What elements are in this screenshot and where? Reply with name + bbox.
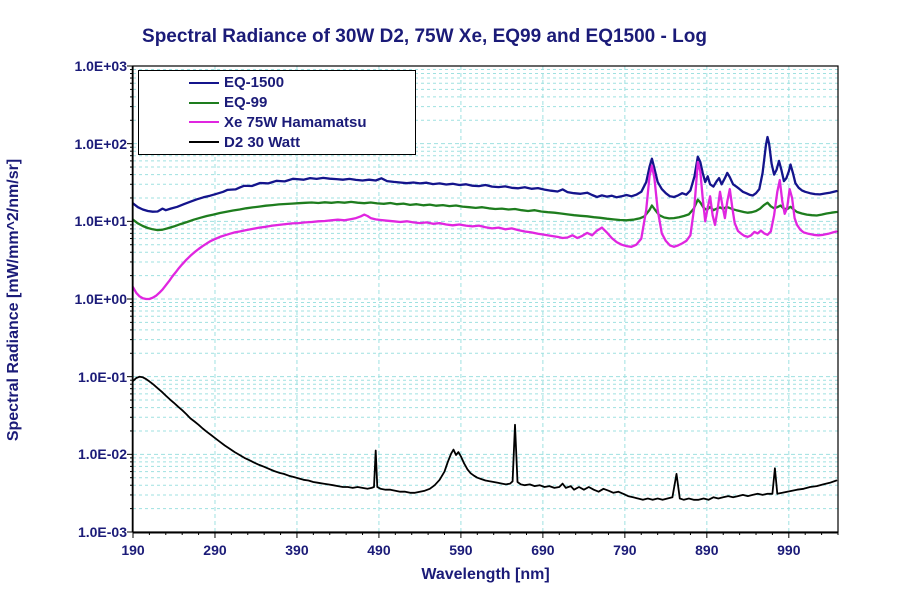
x-tick-label: 390 <box>285 542 309 558</box>
y-tick-label: 1.0E-02 <box>77 446 127 463</box>
legend-line-swatch <box>189 141 219 144</box>
chart-title: Spectral Radiance of 30W D2, 75W Xe, EQ9… <box>142 26 707 47</box>
x-axis-title: Wavelength [nm] <box>421 566 550 583</box>
y-tick-label: 1.0E+02 <box>74 135 127 152</box>
x-tick-label: 890 <box>695 542 719 558</box>
legend-label: Xe 75W Hamamatsu <box>224 113 367 131</box>
legend-item-eq-99: EQ-99 <box>139 94 415 112</box>
y-tick-label: 1.0E+01 <box>74 213 127 230</box>
legend-label: D2 30 Watt <box>224 133 301 151</box>
x-tick-label: 990 <box>777 542 801 558</box>
series-line-eq-1500 <box>133 135 838 213</box>
legend-line-swatch <box>189 101 219 104</box>
x-tick-label: 190 <box>121 542 145 558</box>
legend-label: EQ-1500 <box>224 74 285 92</box>
x-tick-label: 690 <box>531 542 555 558</box>
y-tick-label: 1.0E+00 <box>74 291 127 307</box>
legend-item-eq-1500: EQ-1500 <box>139 74 415 92</box>
legend-item-xe-75w-hamamatsu: Xe 75W Hamamatsu <box>139 114 415 132</box>
y-tick-label: 1.0E-03 <box>77 524 127 540</box>
series-line-xe-75w-hamamatsu <box>133 160 838 301</box>
y-tick-label: 1.0E+03 <box>74 58 127 74</box>
legend-line-swatch <box>189 121 219 124</box>
x-tick-label: 790 <box>613 542 637 558</box>
gridlines <box>133 66 838 532</box>
series-line-eq-99 <box>133 198 838 232</box>
series-line-d2-30-watt <box>133 375 838 501</box>
x-tick-label: 490 <box>367 542 391 558</box>
x-tick-label: 290 <box>203 542 227 558</box>
legend-item-d2-30-watt: D2 30 Watt <box>139 133 415 151</box>
y-axis-title: Spectral Radiance [mW/mm^2/nm/sr] <box>5 158 22 442</box>
axes <box>127 65 839 538</box>
legend-line-swatch <box>189 81 219 84</box>
legend-label: EQ-99 <box>224 94 268 112</box>
y-tick-label: 1.0E-01 <box>77 368 127 385</box>
legend: EQ-1500 EQ-99 Xe 75W Hamamatsu D2 30 Watt <box>138 70 416 155</box>
x-tick-label: 590 <box>449 542 473 558</box>
series-paths <box>133 135 838 501</box>
